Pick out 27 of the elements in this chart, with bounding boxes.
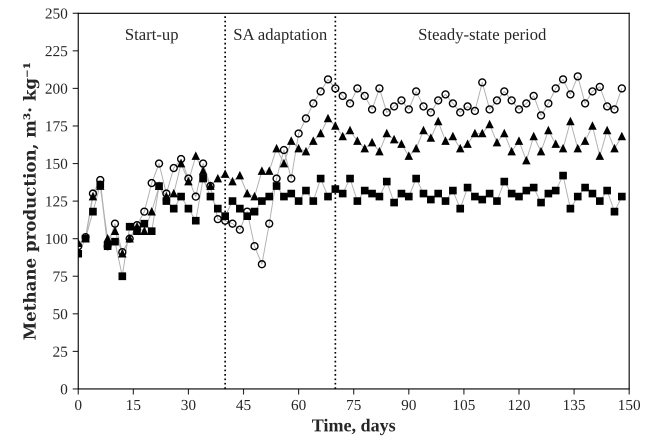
y-tick-label: 175 — [46, 121, 68, 132]
x-tick-label: 45 — [236, 400, 251, 410]
y-axis-title: Methane production, m³· kg⁻¹ — [22, 63, 40, 340]
x-tick-label: 135 — [564, 400, 585, 410]
x-tick-label: 15 — [127, 400, 140, 410]
y-tick-label: 0 — [60, 384, 68, 394]
y-tick-label: 225 — [46, 46, 68, 56]
x-tick-label: 120 — [508, 400, 530, 410]
y-tick-label: 150 — [46, 158, 68, 169]
x-tick-label: 150 — [619, 400, 640, 410]
y-tick-label: 25 — [53, 346, 68, 357]
y-tick-label: 125 — [46, 196, 68, 207]
y-tick-label: 250 — [46, 8, 68, 19]
x-tick-label: 60 — [292, 400, 306, 410]
x-tick-label: 0 — [75, 400, 82, 410]
x-tick-label: 90 — [402, 400, 416, 410]
annotation: Steady-state period — [419, 28, 546, 44]
y-tick-label: 200 — [46, 84, 68, 94]
y-tick-label: 75 — [54, 272, 68, 282]
y-tick-label: 100 — [46, 234, 68, 244]
x-tick-label: 75 — [347, 400, 361, 410]
annotation: SA adaptation — [234, 28, 327, 44]
y-tick-label: 50 — [53, 308, 68, 320]
x-tick-label: 105 — [454, 400, 475, 410]
annotation: Start-up — [126, 28, 178, 44]
x-tick-label: 30 — [182, 400, 196, 410]
x-axis-title: Time, days — [312, 418, 396, 436]
